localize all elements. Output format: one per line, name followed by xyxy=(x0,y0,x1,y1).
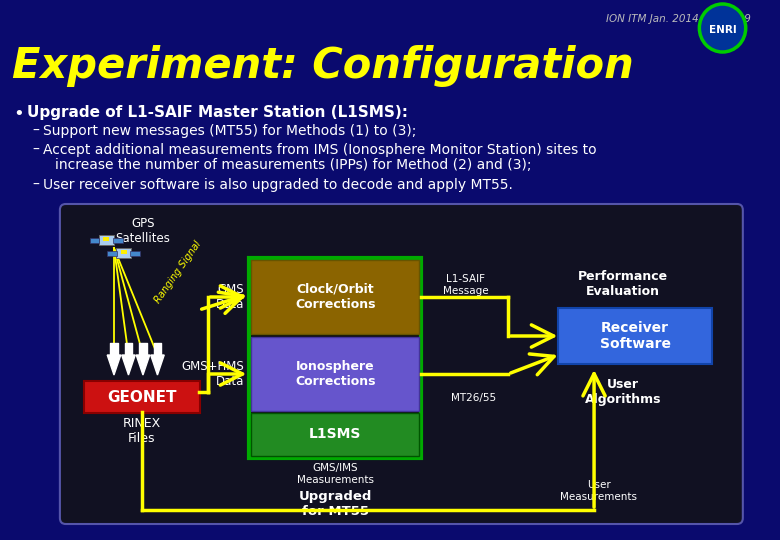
Text: L1SMS: L1SMS xyxy=(309,428,361,442)
Text: Clock/Orbit
Corrections: Clock/Orbit Corrections xyxy=(295,283,375,311)
Text: GMS+HMS
Data: GMS+HMS Data xyxy=(182,360,244,388)
Text: User
Measurements: User Measurements xyxy=(560,480,637,502)
Polygon shape xyxy=(107,355,121,375)
FancyBboxPatch shape xyxy=(113,238,122,242)
Text: User receiver software is also upgraded to decode and apply MT55.: User receiver software is also upgraded … xyxy=(42,178,512,192)
FancyBboxPatch shape xyxy=(251,413,419,456)
Text: Ranging Signal: Ranging Signal xyxy=(153,239,203,305)
Text: ION ITM Jan. 2014 - Slide 19: ION ITM Jan. 2014 - Slide 19 xyxy=(605,14,750,24)
FancyBboxPatch shape xyxy=(558,308,712,364)
Text: L1-SAIF
Message: L1-SAIF Message xyxy=(443,274,488,295)
FancyBboxPatch shape xyxy=(99,235,114,245)
Text: –: – xyxy=(33,178,40,192)
FancyBboxPatch shape xyxy=(251,260,419,334)
Text: •: • xyxy=(13,105,24,123)
FancyBboxPatch shape xyxy=(84,381,200,413)
Text: Receiver
Software: Receiver Software xyxy=(600,321,671,351)
Text: –: – xyxy=(33,124,40,138)
FancyBboxPatch shape xyxy=(107,251,117,255)
Polygon shape xyxy=(122,355,135,375)
Text: GEONET: GEONET xyxy=(107,389,177,404)
Text: GMS/IMS
Measurements: GMS/IMS Measurements xyxy=(296,463,374,484)
FancyBboxPatch shape xyxy=(60,204,743,524)
FancyBboxPatch shape xyxy=(250,258,421,458)
Text: User
Algorithms: User Algorithms xyxy=(585,378,661,406)
Circle shape xyxy=(700,4,746,52)
Text: Performance
Evaluation: Performance Evaluation xyxy=(578,270,668,298)
FancyBboxPatch shape xyxy=(90,238,100,242)
FancyBboxPatch shape xyxy=(251,337,419,411)
Text: Support new messages (MT55) for Methods (1) to (3);: Support new messages (MT55) for Methods … xyxy=(42,124,416,138)
Text: GPS
Satellites: GPS Satellites xyxy=(115,217,170,245)
Text: Experiment: Configuration: Experiment: Configuration xyxy=(12,45,633,87)
FancyBboxPatch shape xyxy=(130,251,140,255)
Polygon shape xyxy=(151,355,165,375)
FancyBboxPatch shape xyxy=(116,248,131,258)
FancyBboxPatch shape xyxy=(104,237,109,240)
Text: GMS
Data: GMS Data xyxy=(216,283,244,311)
Text: Upgrade of L1-SAIF Master Station (L1SMS):: Upgrade of L1-SAIF Master Station (L1SMS… xyxy=(27,105,408,120)
Text: –: – xyxy=(33,143,40,157)
FancyBboxPatch shape xyxy=(121,249,126,253)
Text: increase the number of measurements (IPPs) for Method (2) and (3);: increase the number of measurements (IPP… xyxy=(55,158,531,172)
Polygon shape xyxy=(136,355,150,375)
Text: RINEX
Files: RINEX Files xyxy=(123,417,161,445)
Text: MT26/55: MT26/55 xyxy=(451,393,496,403)
Text: Accept additional measurements from IMS (Ionosphere Monitor Station) sites to: Accept additional measurements from IMS … xyxy=(42,143,596,157)
Text: Ionosphere
Corrections: Ionosphere Corrections xyxy=(295,360,375,388)
Text: ENRI: ENRI xyxy=(709,25,736,35)
Text: Upgraded
for MT55: Upgraded for MT55 xyxy=(299,490,372,518)
